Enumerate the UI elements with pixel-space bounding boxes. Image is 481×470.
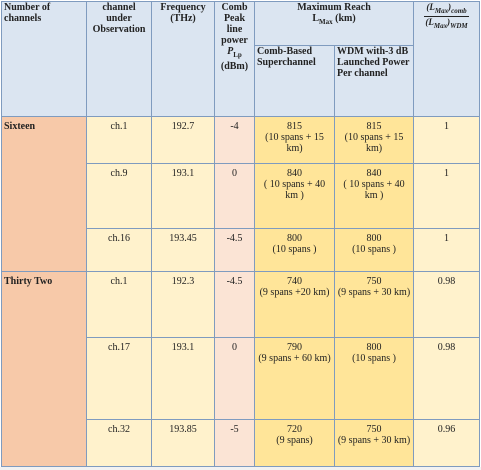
- ratio-cell: 0.98: [413, 337, 481, 420]
- reach-spans: (10 spans + 15 km): [344, 132, 404, 155]
- ratio-num-open: (L: [426, 2, 435, 12]
- reach-spans: (9 spans + 30 km): [337, 286, 411, 298]
- power-cell: -4.5: [214, 228, 255, 272]
- reach-spans: (9 spans): [276, 434, 313, 446]
- ratio-num-close: ): [448, 2, 452, 12]
- bottom-strip: [0, 467, 481, 470]
- ratio-den-close: ): [447, 16, 451, 27]
- comb-reach-cell: 790 (9 spans + 60 km): [254, 337, 335, 420]
- group-label: Sixteen: [1, 116, 87, 272]
- header-lmax-symbol: L: [312, 13, 319, 24]
- header-maximum-reach: Maximum Reach LMax (km): [253, 0, 415, 47]
- reach-km: 720: [287, 423, 302, 435]
- reach-km: 790: [287, 342, 302, 354]
- header-power-unit: (dBm): [220, 61, 249, 72]
- header-power-subscript: Lp: [233, 51, 242, 59]
- wdm-reach-cell: 800 (10 spans ): [333, 228, 415, 272]
- comb-reach-cell: 800 (10 spans ): [254, 228, 335, 272]
- reach-spans: (10 spans ): [272, 244, 317, 256]
- frequency-cell: 192.7: [151, 116, 215, 164]
- reach-spans: (10 spans ): [352, 353, 396, 365]
- ratio-cell: 1: [413, 116, 481, 164]
- table-row: Thirty Two ch.1 192.3 -4.5 740 (9 spans +20 k…: [1, 270, 481, 467]
- comb-reach-cell: 815 (10 spans + 15 km): [254, 116, 335, 164]
- comb-reach-cell: 840( 10 spans + 40 km ): [254, 162, 335, 230]
- ratio-cell: 1: [413, 228, 481, 272]
- ratio-cell: 0.98: [413, 270, 481, 339]
- wdm-reach-cell: 815 (10 spans + 15 km): [333, 116, 415, 164]
- header-wdm-launched-power: WDM with-3 dB Launched Power Per channel: [333, 45, 415, 118]
- header-channel-under-observation: channel under Observation: [86, 0, 152, 118]
- power-cell: 0: [214, 162, 255, 230]
- wdm-reach-cell: 750 (9 spans + 30 km): [333, 418, 415, 468]
- comb-reach-cell: 720 (9 spans): [254, 418, 335, 468]
- wdm-reach-cell: 840( 10 spans + 40 km ): [333, 162, 415, 230]
- reach-km: 800: [366, 342, 382, 354]
- reach-km: 800: [287, 233, 302, 245]
- reach-spans: (10 spans ): [352, 244, 396, 256]
- power-cell: -4.5: [214, 270, 255, 339]
- reach-km: 740: [287, 275, 302, 287]
- reach-km: 800: [366, 233, 382, 245]
- ratio-fraction: (LMax)comb (LMax)WDM: [424, 2, 469, 31]
- ratio-den-sub: Max: [433, 21, 448, 30]
- reach-km: 750: [366, 423, 382, 435]
- channel-cell: ch.17: [86, 337, 152, 420]
- reach-spans: ( 10 spans + 40 km ): [263, 178, 326, 201]
- channel-cell: ch.1: [86, 270, 152, 339]
- frequency-cell: 193.1: [151, 337, 215, 420]
- ratio-num-comb: comb: [451, 6, 467, 15]
- header-comb-peak-line-power: Comb Peak line power PLp (dBm): [214, 0, 255, 118]
- reach-spans: (10 spans + 15 km): [265, 132, 324, 155]
- ratio-cell: 0.96: [413, 418, 481, 468]
- reach-spans: (9 spans + 30 km): [337, 434, 411, 446]
- power-cell: -5: [214, 418, 255, 468]
- table-row: ch.32 193.85 -5 720 (9 spans) 750 (9 spans + 3…: [2, 418, 481, 468]
- ratio-den-wdm: WDM: [450, 21, 468, 30]
- frequency-cell: 193.1: [151, 162, 215, 230]
- power-cell: -4: [214, 116, 255, 164]
- ratio-den-open: (L: [425, 16, 434, 27]
- header-frequency: Frequency (THz): [151, 0, 215, 118]
- header-power-symbol: P: [227, 46, 234, 57]
- channel-cell: ch.32: [86, 418, 152, 468]
- reach-km: 840: [366, 167, 382, 179]
- reach-km: 815: [366, 121, 382, 133]
- header-comb-peak-line-power-label: Comb Peak line power: [221, 2, 248, 46]
- reach-spans: ( 10 spans + 40 km ): [343, 178, 405, 201]
- channel-cell: ch.1: [86, 116, 152, 164]
- table-row: ch.16 193.45 -4.5 800 (10 spans ) 800 (10 span…: [2, 228, 481, 272]
- frequency-cell: 193.85: [151, 418, 215, 468]
- ratio-num-sub: Max: [434, 6, 449, 15]
- header-comb-based-superchannel: Comb-Based Superchannel: [254, 45, 335, 118]
- ratio-cell: 1: [413, 162, 481, 230]
- reach-km: 815: [287, 121, 302, 133]
- table-row: Sixteen ch.1 192.7 -4 815 (10 spans + 15 km) 8…: [1, 116, 481, 272]
- header-max-reach-label: Maximum Reach: [297, 2, 371, 13]
- header-reach-ratio: (LMax)comb (LMax)WDM: [413, 0, 481, 118]
- reach-spans: (9 spans +20 km): [259, 286, 330, 298]
- header-reach-unit: (km): [335, 13, 356, 24]
- wdm-reach-cell: 800 (10 spans ): [333, 337, 415, 420]
- reach-km: 750: [366, 275, 382, 287]
- comb-reach-cell: 740 (9 spans +20 km): [254, 270, 335, 339]
- channel-cell: ch.9: [86, 162, 152, 230]
- wdm-reach-cell: 750 (9 spans + 30 km): [333, 270, 415, 339]
- frequency-cell: 192.3: [151, 270, 215, 339]
- group-label: Thirty Two: [1, 270, 87, 467]
- reach-km: 840: [287, 167, 302, 179]
- frequency-cell: 193.45: [151, 228, 215, 272]
- header-lmax-subscript: Max: [319, 18, 333, 26]
- header-number-of-channels: Number of channels: [1, 0, 87, 118]
- power-cell: 0: [214, 337, 255, 420]
- reach-spans: (9 spans + 60 km): [258, 353, 331, 365]
- channel-cell: ch.16: [86, 228, 152, 272]
